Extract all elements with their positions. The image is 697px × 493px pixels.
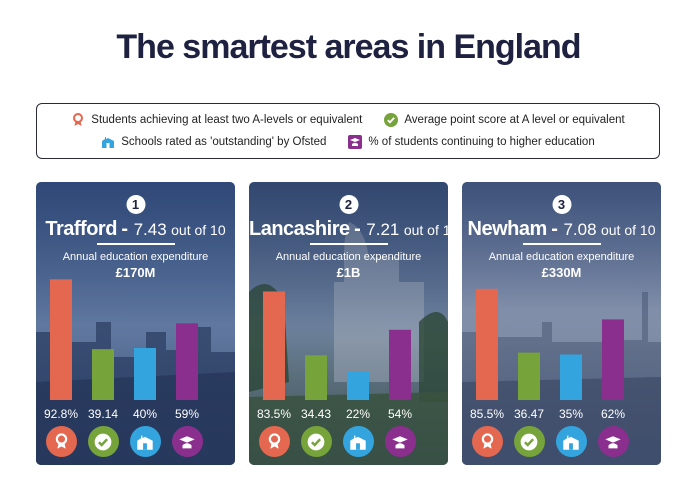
legend-label: Schools rated as 'outstanding' by Ofsted — [121, 136, 327, 148]
area-out-of: out of 10 — [403, 222, 448, 238]
check-icon — [300, 426, 332, 457]
bar-value-label: 22% — [346, 407, 370, 421]
legend-label: Students achieving at least two A-levels… — [91, 114, 363, 126]
bar-3 — [347, 371, 369, 400]
bar-4 — [176, 323, 198, 400]
bar-3 — [560, 354, 582, 400]
bar-3 — [134, 348, 156, 400]
check-icon — [384, 113, 399, 127]
area-out-of: out of 10 — [600, 222, 656, 238]
bar-chart: 85.5% 36.47 35% 62% — [470, 288, 625, 421]
graduate-icon — [384, 426, 416, 457]
bar-value-label: 85.5% — [470, 407, 504, 421]
bar-value-label: 34.43 — [301, 407, 331, 421]
bar-value-label: 36.47 — [514, 407, 544, 421]
expenditure-label: Annual education expenditure — [62, 251, 209, 263]
ribbon-icon — [45, 426, 77, 457]
school-icon — [102, 137, 115, 148]
area-name: Lancashire — [249, 218, 350, 240]
area-score: 7.21 — [366, 220, 400, 239]
area-name: Trafford — [45, 218, 117, 240]
ribbon-icon — [73, 113, 84, 126]
ribbon-icon — [258, 426, 290, 457]
school-icon — [342, 426, 374, 457]
bar-value-label: 92.8% — [44, 407, 78, 421]
expenditure-value: £170M — [115, 265, 156, 280]
area-name: Newham — [467, 218, 548, 240]
bar-value-label: 39.14 — [88, 407, 118, 421]
check-icon — [87, 426, 119, 457]
expenditure-value: £330M — [541, 265, 582, 280]
check-icon — [513, 426, 545, 457]
graduate-icon — [348, 135, 363, 149]
area-heading: Trafford - 7.43 out of 10 — [45, 218, 226, 240]
icon-row — [36, 426, 235, 458]
legend-label: % of students continuing to higher educa… — [368, 136, 595, 148]
graduate-icon — [171, 426, 203, 457]
school-icon — [129, 426, 161, 457]
icon-row — [249, 426, 448, 458]
area-heading: Newham - 7.08 out of 10 — [467, 218, 656, 240]
bar-4 — [389, 329, 411, 400]
rank-badge: 3 — [552, 195, 571, 214]
bar-value-label: 83.5% — [257, 407, 291, 421]
legend-item-point-score: Average point score at A level or equiva… — [384, 113, 625, 127]
legend-item-a-levels: Students achieving at least two A-levels… — [71, 113, 362, 127]
rank-badge: 1 — [126, 195, 145, 214]
bar-value-label: 35% — [559, 407, 583, 421]
bar-1 — [476, 288, 498, 400]
area-card-3: 3 Newham - 7.08 out of 10 Annual educati… — [462, 182, 661, 465]
rank-badge: 2 — [339, 195, 358, 214]
bar-value-label: 59% — [175, 407, 199, 421]
school-icon — [555, 426, 587, 457]
area-score: 7.08 — [563, 220, 597, 239]
bar-value-label: 40% — [133, 407, 157, 421]
bar-value-label: 54% — [388, 407, 412, 421]
bar-value-label: 62% — [601, 407, 625, 421]
expenditure-label: Annual education expenditure — [488, 251, 635, 263]
bar-chart: 83.5% 34.43 22% 54% — [257, 291, 412, 421]
bar-1 — [50, 279, 72, 400]
area-card-1: 1 Trafford - 7.43 out of 10 Annual educa… — [36, 182, 235, 465]
bar-2 — [92, 349, 114, 400]
area-out-of: out of 10 — [171, 222, 226, 238]
legend-item-ofsted: Schools rated as 'outstanding' by Ofsted — [101, 135, 326, 149]
graduate-icon — [597, 426, 629, 457]
bar-2 — [518, 352, 540, 400]
bar-chart: 92.8% 39.14 40% 59% — [44, 279, 199, 421]
area-card-2: 2 Lancashire - 7.21 out of 10 Annual edu… — [249, 182, 448, 465]
area-score: 7.43 — [133, 220, 167, 239]
expenditure-label: Annual education expenditure — [275, 251, 422, 263]
bar-2 — [305, 355, 327, 400]
ribbon-icon — [471, 426, 503, 457]
page-title: The smartest areas in England — [116, 28, 581, 66]
expenditure-value: £1B — [336, 265, 361, 280]
bar-4 — [602, 319, 624, 400]
legend-item-higher-education: % of students continuing to higher educa… — [348, 135, 595, 149]
icon-row — [462, 426, 661, 458]
area-heading: Lancashire - 7.21 out of 10 — [249, 218, 448, 241]
legend-label: Average point score at A level or equiva… — [404, 114, 625, 126]
bar-1 — [263, 291, 285, 400]
legend: Students achieving at least two A-levels… — [36, 103, 660, 159]
